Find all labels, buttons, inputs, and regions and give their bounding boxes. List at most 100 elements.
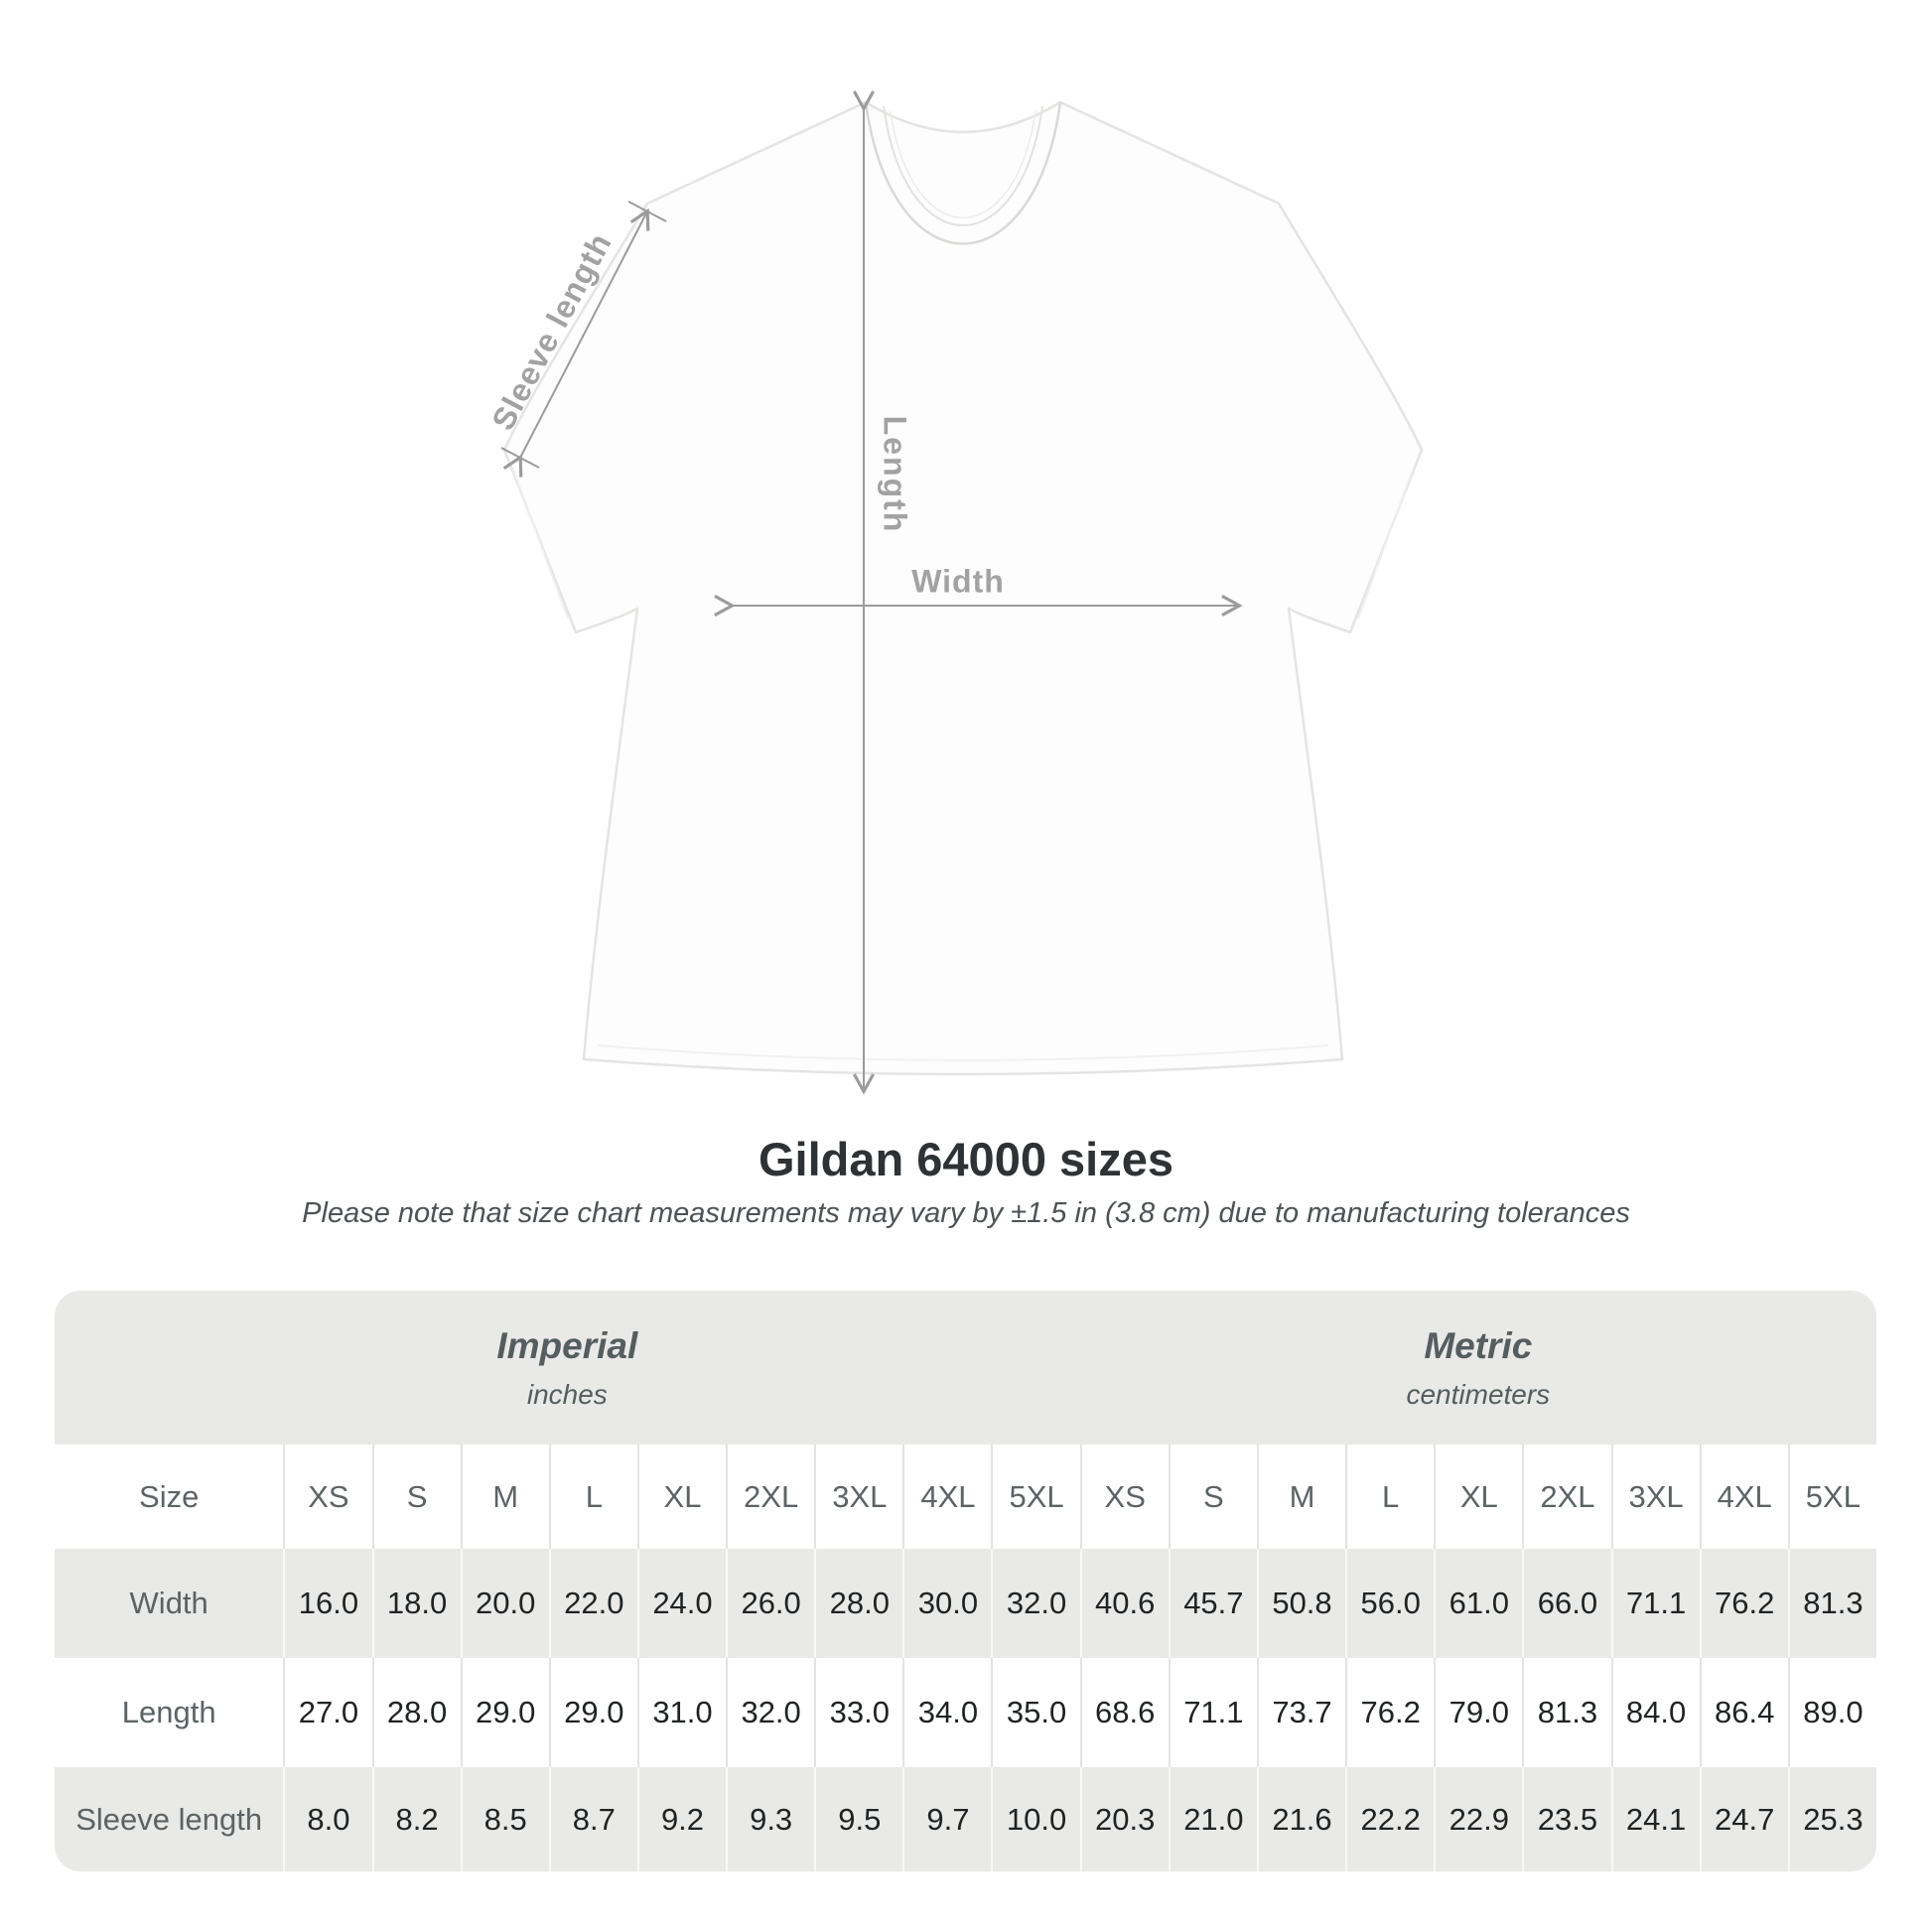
table-cell: 16.0 [283,1549,372,1658]
table-cell: 8.5 [460,1767,549,1871]
table-cell: 34.0 [902,1658,991,1767]
table-cell: 31.0 [636,1658,726,1767]
table-cell: 33.0 [814,1658,902,1767]
inches-label: inches [526,1378,608,1410]
table-cell: 20.3 [1079,1767,1169,1871]
table-cell: 23.5 [1522,1767,1611,1871]
column-header: L [548,1445,637,1549]
table-cell: 29.0 [548,1658,637,1767]
column-header: 3XL [814,1445,902,1549]
table-cell: 61.0 [1434,1549,1523,1658]
column-header: 5XL [1787,1445,1876,1549]
size-table-container: Imperial inches Metric centimeters Size … [55,1291,1876,1871]
column-header: M [1256,1445,1345,1549]
table-cell: 86.4 [1699,1658,1788,1767]
table-cell: 24.0 [636,1549,727,1658]
table-cell: 84.0 [1610,1658,1700,1767]
size-header-row: Size XS S M L XL 2XL 3XL 4XL 5XL XS S M … [55,1445,1876,1549]
table-cell: 79.0 [1434,1658,1522,1767]
unit-header-row: Imperial inches Metric centimeters [55,1291,1876,1445]
centimeters-label: centimeters [1406,1378,1551,1410]
table-cell: 25.3 [1787,1767,1876,1871]
metric-label: Metric [1424,1324,1533,1366]
table-cell: 22.0 [548,1549,637,1658]
table-cell: 28.0 [371,1658,461,1767]
row-label: Length [121,1695,216,1729]
sleeve-length-row: Sleeve length 8.0 8.2 8.5 8.7 9.2 9.3 9.… [55,1767,1876,1871]
table-cell: 71.1 [1610,1549,1700,1658]
table-cell: 28.0 [814,1549,903,1658]
tshirt-shape [502,100,1424,1076]
row-label: Width [55,1549,284,1658]
imperial-unit-header: Imperial inches [55,1291,1080,1445]
table-cell: 76.2 [1345,1658,1434,1767]
page-title: Gildan 64000 sizes [758,1133,1174,1185]
table-cell: 32.0 [726,1658,814,1767]
sleeve-measure-line [520,211,647,458]
column-header: XS [1079,1445,1169,1549]
table-cell: 35.0 [991,1658,1079,1767]
column-header: S [371,1445,461,1549]
table-cell: 56.0 [1345,1549,1435,1658]
table-cell: 22.2 [1345,1767,1435,1871]
column-header: S [1168,1445,1257,1549]
table-cell: 32.0 [991,1549,1080,1658]
table-cell: 26.0 [726,1549,815,1658]
table-cell: 50.8 [1256,1549,1346,1658]
table-cell: 21.6 [1256,1767,1346,1871]
table-cell: 10.0 [991,1767,1080,1871]
table-cell: 20.0 [460,1549,549,1658]
column-header: XL [1434,1445,1522,1549]
metric-unit-header: Metric centimeters [1079,1291,1876,1445]
column-header: XL [636,1445,726,1549]
tshirt-measurement-diagram [417,55,1509,1107]
table-cell: 66.0 [1522,1549,1611,1658]
table-cell: 18.0 [371,1549,461,1658]
table-cell: 30.0 [902,1549,992,1658]
table-cell: 68.6 [1079,1658,1169,1767]
table-cell: 21.0 [1168,1767,1257,1871]
table-cell: 81.3 [1787,1549,1876,1658]
length-label: Length [877,415,913,534]
column-header: M [460,1445,549,1549]
column-header: 2XL [726,1445,814,1549]
table-cell: 73.7 [1256,1658,1345,1767]
table-cell: 76.2 [1699,1549,1788,1658]
column-header: L [1345,1445,1434,1549]
row-label: Sleeve length [55,1767,284,1871]
table-cell: 9.5 [814,1767,903,1871]
column-header: 5XL [991,1445,1079,1549]
table-cell: 8.0 [283,1767,372,1871]
table-cell: 9.3 [726,1767,815,1871]
table-cell: 9.7 [902,1767,992,1871]
table-cell: 22.9 [1434,1767,1523,1871]
table-cell: 45.7 [1168,1549,1257,1658]
column-header: 4XL [1699,1445,1788,1549]
tolerance-note: Please note that size chart measurements… [302,1197,1630,1229]
imperial-label: Imperial [496,1324,638,1366]
table-cell: 71.1 [1168,1658,1257,1767]
column-header: 4XL [902,1445,991,1549]
table-cell: 9.2 [636,1767,727,1871]
table-cell: 40.6 [1079,1549,1169,1658]
width-label: Width [911,563,1005,600]
length-row: Length 27.0 28.0 29.0 29.0 31.0 32.0 33.… [55,1658,1876,1767]
table-cell: 81.3 [1522,1658,1610,1767]
tshirt-illustration [500,55,1424,1107]
table-cell: 8.2 [371,1767,461,1871]
sleeve-measure-tick-top [627,201,667,222]
column-header: XS [283,1445,371,1549]
width-row: Width 16.0 18.0 20.0 22.0 24.0 26.0 28.0… [55,1549,1876,1658]
size-header: Size [139,1478,200,1514]
table-cell: 29.0 [460,1658,549,1767]
size-table: Imperial inches Metric centimeters Size … [55,1291,1876,1871]
table-cell: 24.7 [1699,1767,1788,1871]
column-header: 2XL [1522,1445,1610,1549]
sleeve-measure-tick-bottom [500,447,540,469]
column-header: 3XL [1610,1445,1700,1549]
table-cell: 8.7 [548,1767,637,1871]
table-cell: 27.0 [283,1658,371,1767]
measurement-lines [500,108,1239,1091]
table-cell: 89.0 [1787,1658,1876,1767]
